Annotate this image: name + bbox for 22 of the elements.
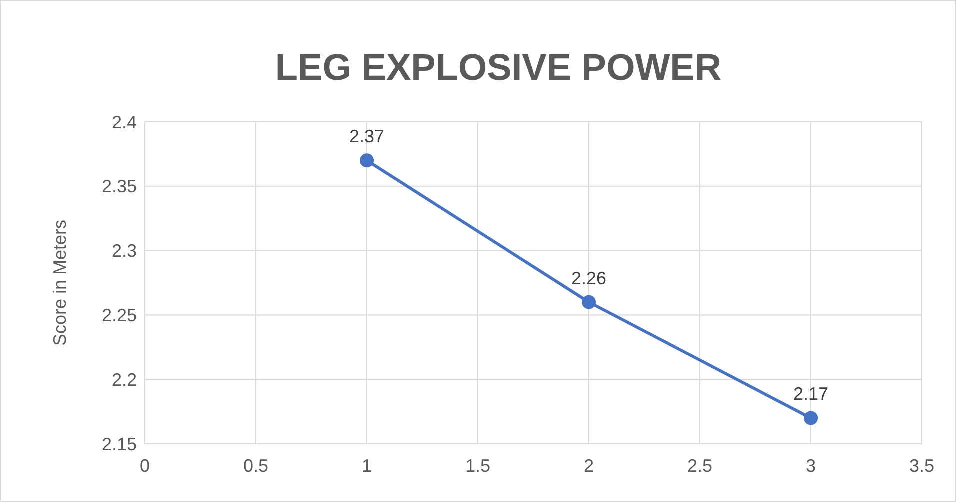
x-tick-label: 0	[140, 456, 150, 476]
y-tick-label: 2.4	[112, 112, 137, 132]
x-tick-label: 0.5	[243, 456, 269, 476]
point	[360, 154, 374, 168]
y-axis-title: Score in Meters	[50, 220, 70, 346]
data-label: 2.37	[349, 126, 385, 147]
chart-title: LEG EXPLOSIVE POWER	[275, 47, 722, 88]
y-tick-label: 2.25	[102, 306, 137, 326]
data-label: 2.26	[571, 268, 607, 288]
y-tick-label: 2.35	[102, 176, 137, 197]
data-label: 2.17	[793, 384, 829, 404]
y-tick-label: 2.15	[102, 434, 137, 454]
x-tick-label: 1.5	[465, 456, 491, 476]
x-tick-label: 1	[362, 456, 372, 476]
point	[804, 411, 818, 426]
point	[582, 295, 596, 310]
x-tick-label: 2.5	[687, 456, 713, 476]
x-tick-label: 3	[806, 456, 816, 476]
y-tick-label: 2.2	[112, 370, 137, 390]
x-tick-label: 3.5	[909, 456, 935, 476]
y-tick-label: 2.3	[112, 241, 137, 262]
x-tick-label: 2	[584, 456, 594, 476]
